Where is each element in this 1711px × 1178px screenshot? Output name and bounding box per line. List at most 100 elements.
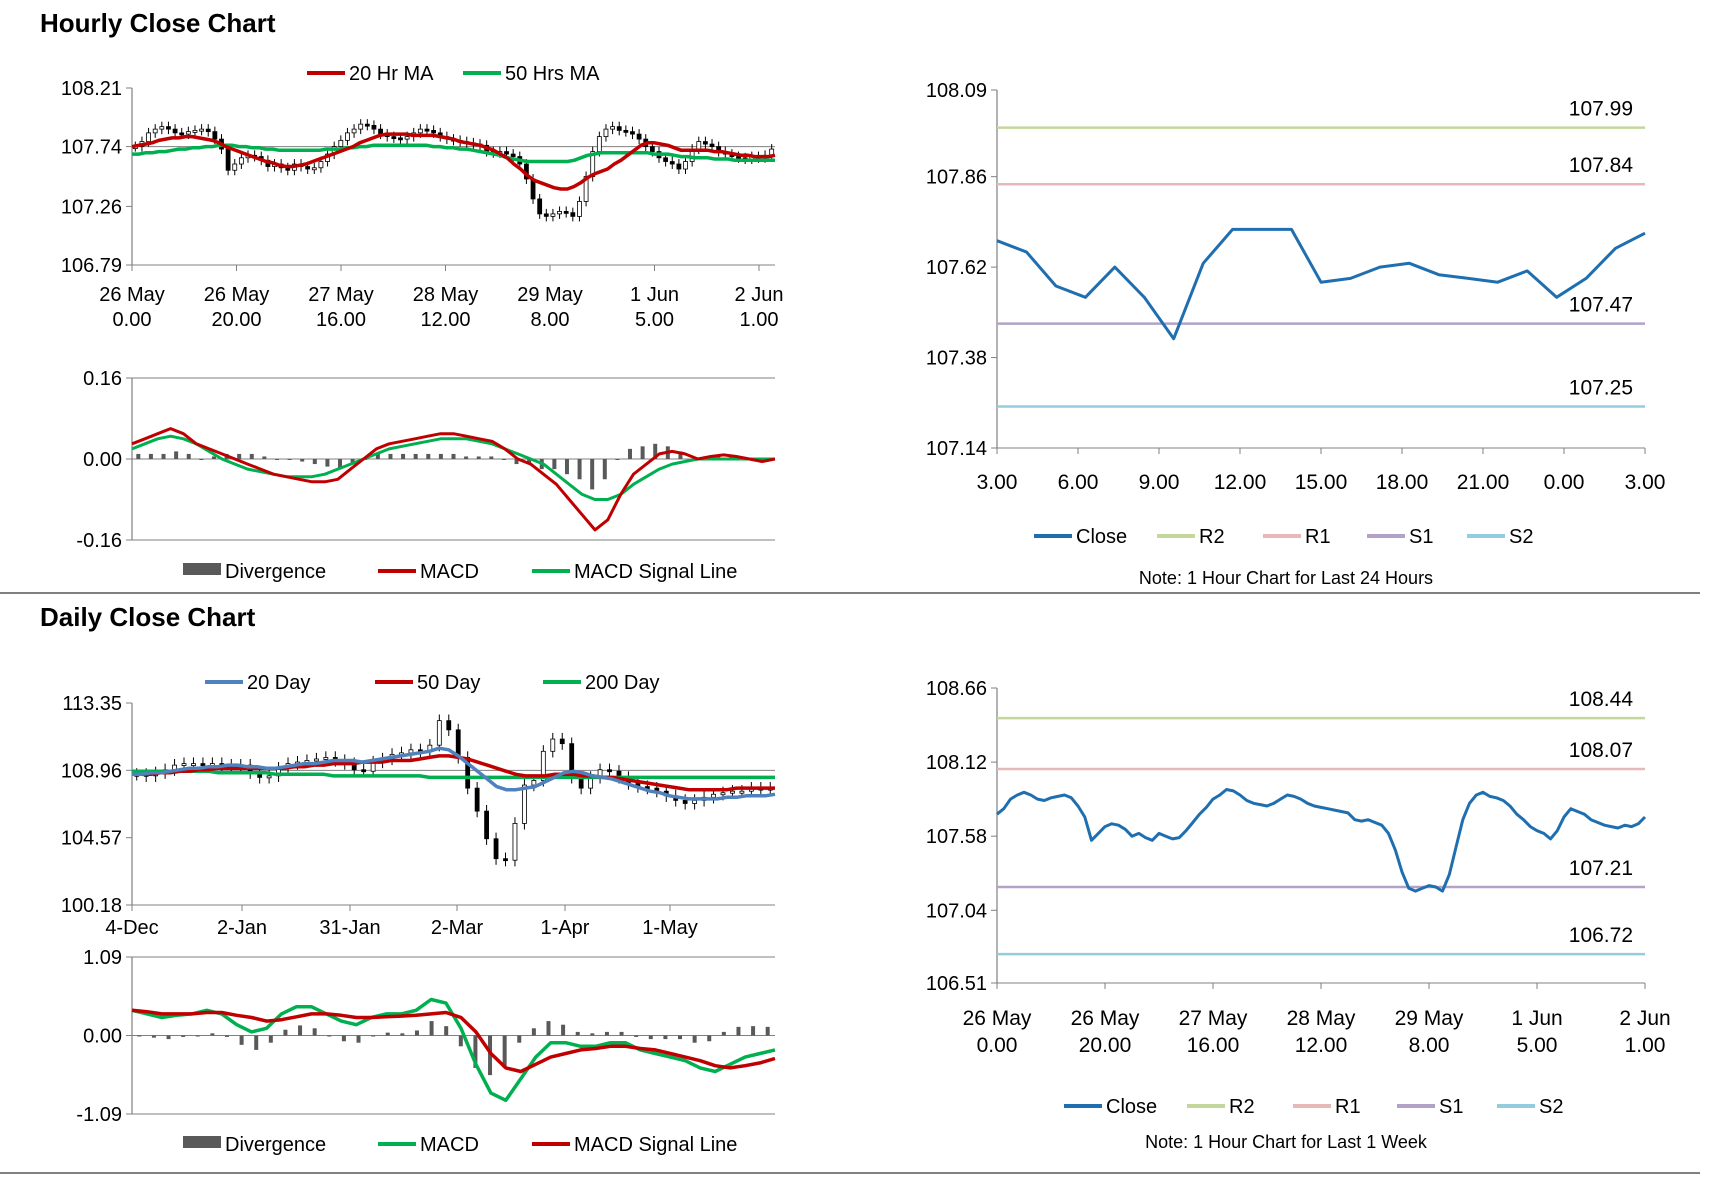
daily-price-x-label: 1-Apr <box>541 917 590 939</box>
hourly-divergence-bar <box>262 456 267 459</box>
daily-divergence-bar <box>678 1035 683 1040</box>
hourly-candle-body <box>563 211 569 214</box>
hourly-candle-body <box>577 201 582 217</box>
hourly-divergence-bar <box>274 459 279 460</box>
daily-candle-body <box>191 763 196 766</box>
hourly-candle-body <box>504 151 509 155</box>
hourly-divergence-bar <box>174 451 179 459</box>
week-y-tick-label: 107.58 <box>926 826 987 848</box>
hourly-price-x-label-date: 26 May <box>204 284 270 306</box>
daily-price-x-label: 31-Jan <box>319 917 380 939</box>
last24h-y-tick-label: 107.86 <box>926 167 987 189</box>
hourly-divergence-bar <box>249 453 254 459</box>
hourly-candle-body <box>424 128 430 132</box>
hourly-price-x-label-time: 20.00 <box>211 309 261 331</box>
daily-divergence-bar <box>721 1031 726 1036</box>
legend-50-day-label: 50 Day <box>417 672 480 694</box>
daily-divergence-bar <box>137 1035 142 1037</box>
hourly-candle-body <box>736 156 741 159</box>
daily-candle-body <box>607 769 612 773</box>
hourly-candle-body <box>669 161 675 165</box>
hourly-candle-body <box>166 126 171 130</box>
hourly-price-x-label-time: 0.00 <box>113 309 152 331</box>
last24h-legend-r1-label: R1 <box>1305 526 1331 548</box>
week-legend-r1-label: R1 <box>1335 1096 1361 1118</box>
daily-candle-body <box>711 793 716 798</box>
last24h-close-line <box>996 227 1646 341</box>
daily-divergence-bar <box>634 1035 639 1037</box>
hourly-candle-body <box>391 136 397 140</box>
daily-divergence-bar <box>254 1035 259 1050</box>
hourly-price-x-label-time: 1.00 <box>740 309 779 331</box>
daily-divergence-bar <box>765 1026 770 1036</box>
legend-hourly-macd-label: MACD <box>420 561 479 583</box>
legend-20hr-ma-label: 20 Hr MA <box>349 63 434 85</box>
hourly-title: Hourly Close Chart <box>40 8 276 38</box>
hourly-price-x-label-time: 5.00 <box>635 309 674 331</box>
week-legend-r2-label: R2 <box>1229 1096 1255 1118</box>
daily-macd-signal-line <box>131 1008 776 1074</box>
daily-divergence-bar <box>400 1033 405 1036</box>
hourly-divergence-bar <box>186 453 191 459</box>
section-divider <box>0 592 1700 594</box>
hourly-candle-body <box>404 136 410 140</box>
week-close-line <box>996 788 1647 893</box>
hourly-candle-body <box>709 143 715 147</box>
daily-divergence-bar <box>517 1035 522 1043</box>
legend-hourly-divergence-swatch <box>183 563 221 575</box>
hourly-candle-body <box>225 148 231 171</box>
daily-divergence-bar <box>356 1035 361 1043</box>
daily-divergence-bar <box>751 1026 756 1036</box>
hourly-divergence-bar <box>401 453 406 459</box>
daily-macd-y-tick-label: 1.09 <box>83 947 122 969</box>
hourly-candle-body <box>358 123 364 130</box>
hourly-candle-body <box>364 123 370 127</box>
hourly-candle-body <box>172 128 178 134</box>
daily-price-y-tick-label: 108.96 <box>61 760 122 782</box>
hourly-divergence-bar <box>564 459 569 475</box>
last24h-x-label: 12.00 <box>1214 471 1267 494</box>
hourly-candle-body <box>212 131 218 140</box>
last24h-x-label: 21.00 <box>1457 471 1510 494</box>
daily-divergence-bar <box>385 1032 390 1036</box>
hourly-candle-body <box>636 133 642 140</box>
last24h-x-label: 18.00 <box>1376 471 1429 494</box>
daily-candle-body <box>503 858 508 862</box>
last24h-level-label-s1: 107.47 <box>1569 294 1633 317</box>
week-note: Note: 1 Hour Chart for Last 1 Week <box>1145 1132 1428 1152</box>
hourly-divergence-bar <box>388 453 393 459</box>
daily-divergence-bar <box>561 1024 566 1036</box>
last24h-legend-r2-label: R2 <box>1199 526 1225 548</box>
daily-candle-body <box>474 787 480 812</box>
daily-divergence-bar <box>663 1035 668 1040</box>
hourly-ma50-line <box>132 143 775 164</box>
week-x-label-time: 1.00 <box>1625 1034 1666 1057</box>
daily-title: Daily Close Chart <box>40 602 256 632</box>
last24h-x-label: 9.00 <box>1139 471 1180 494</box>
daily-price-y-tick-label: 100.18 <box>61 895 122 917</box>
hourly-divergence-bar <box>136 453 141 459</box>
daily-divergence-bar <box>736 1026 741 1036</box>
daily-candle-body <box>436 720 442 746</box>
hourly-candle-body <box>663 157 669 162</box>
hourly-macd-y-tick-label: 0.00 <box>83 449 122 471</box>
last24h-x-label: 6.00 <box>1058 471 1099 494</box>
daily-divergence-bar <box>298 1025 303 1036</box>
last24h-y-tick-label: 107.38 <box>926 348 987 370</box>
daily-candle-body <box>446 720 452 731</box>
hourly-divergence-bar <box>426 453 431 459</box>
hourly-candle-body <box>205 128 211 133</box>
last24h-legend-close-label: Close <box>1076 526 1127 548</box>
hourly-candle-body <box>649 146 655 152</box>
legend-daily-macd-label: MACD <box>420 1134 479 1156</box>
daily-divergence-bar <box>268 1035 273 1043</box>
hourly-candle-body <box>610 126 615 130</box>
hourly-candle-body <box>630 131 635 135</box>
last24h-x-label: 3.00 <box>977 471 1018 494</box>
hourly-price-x-label-date: 29 May <box>517 284 583 306</box>
week-y-tick-label: 108.66 <box>926 678 987 700</box>
hourly-macd-line <box>131 427 776 532</box>
hourly-divergence-bar <box>552 459 557 470</box>
week-x-label-date: 1 Jun <box>1511 1007 1562 1030</box>
hourly-candle-body <box>398 137 403 141</box>
